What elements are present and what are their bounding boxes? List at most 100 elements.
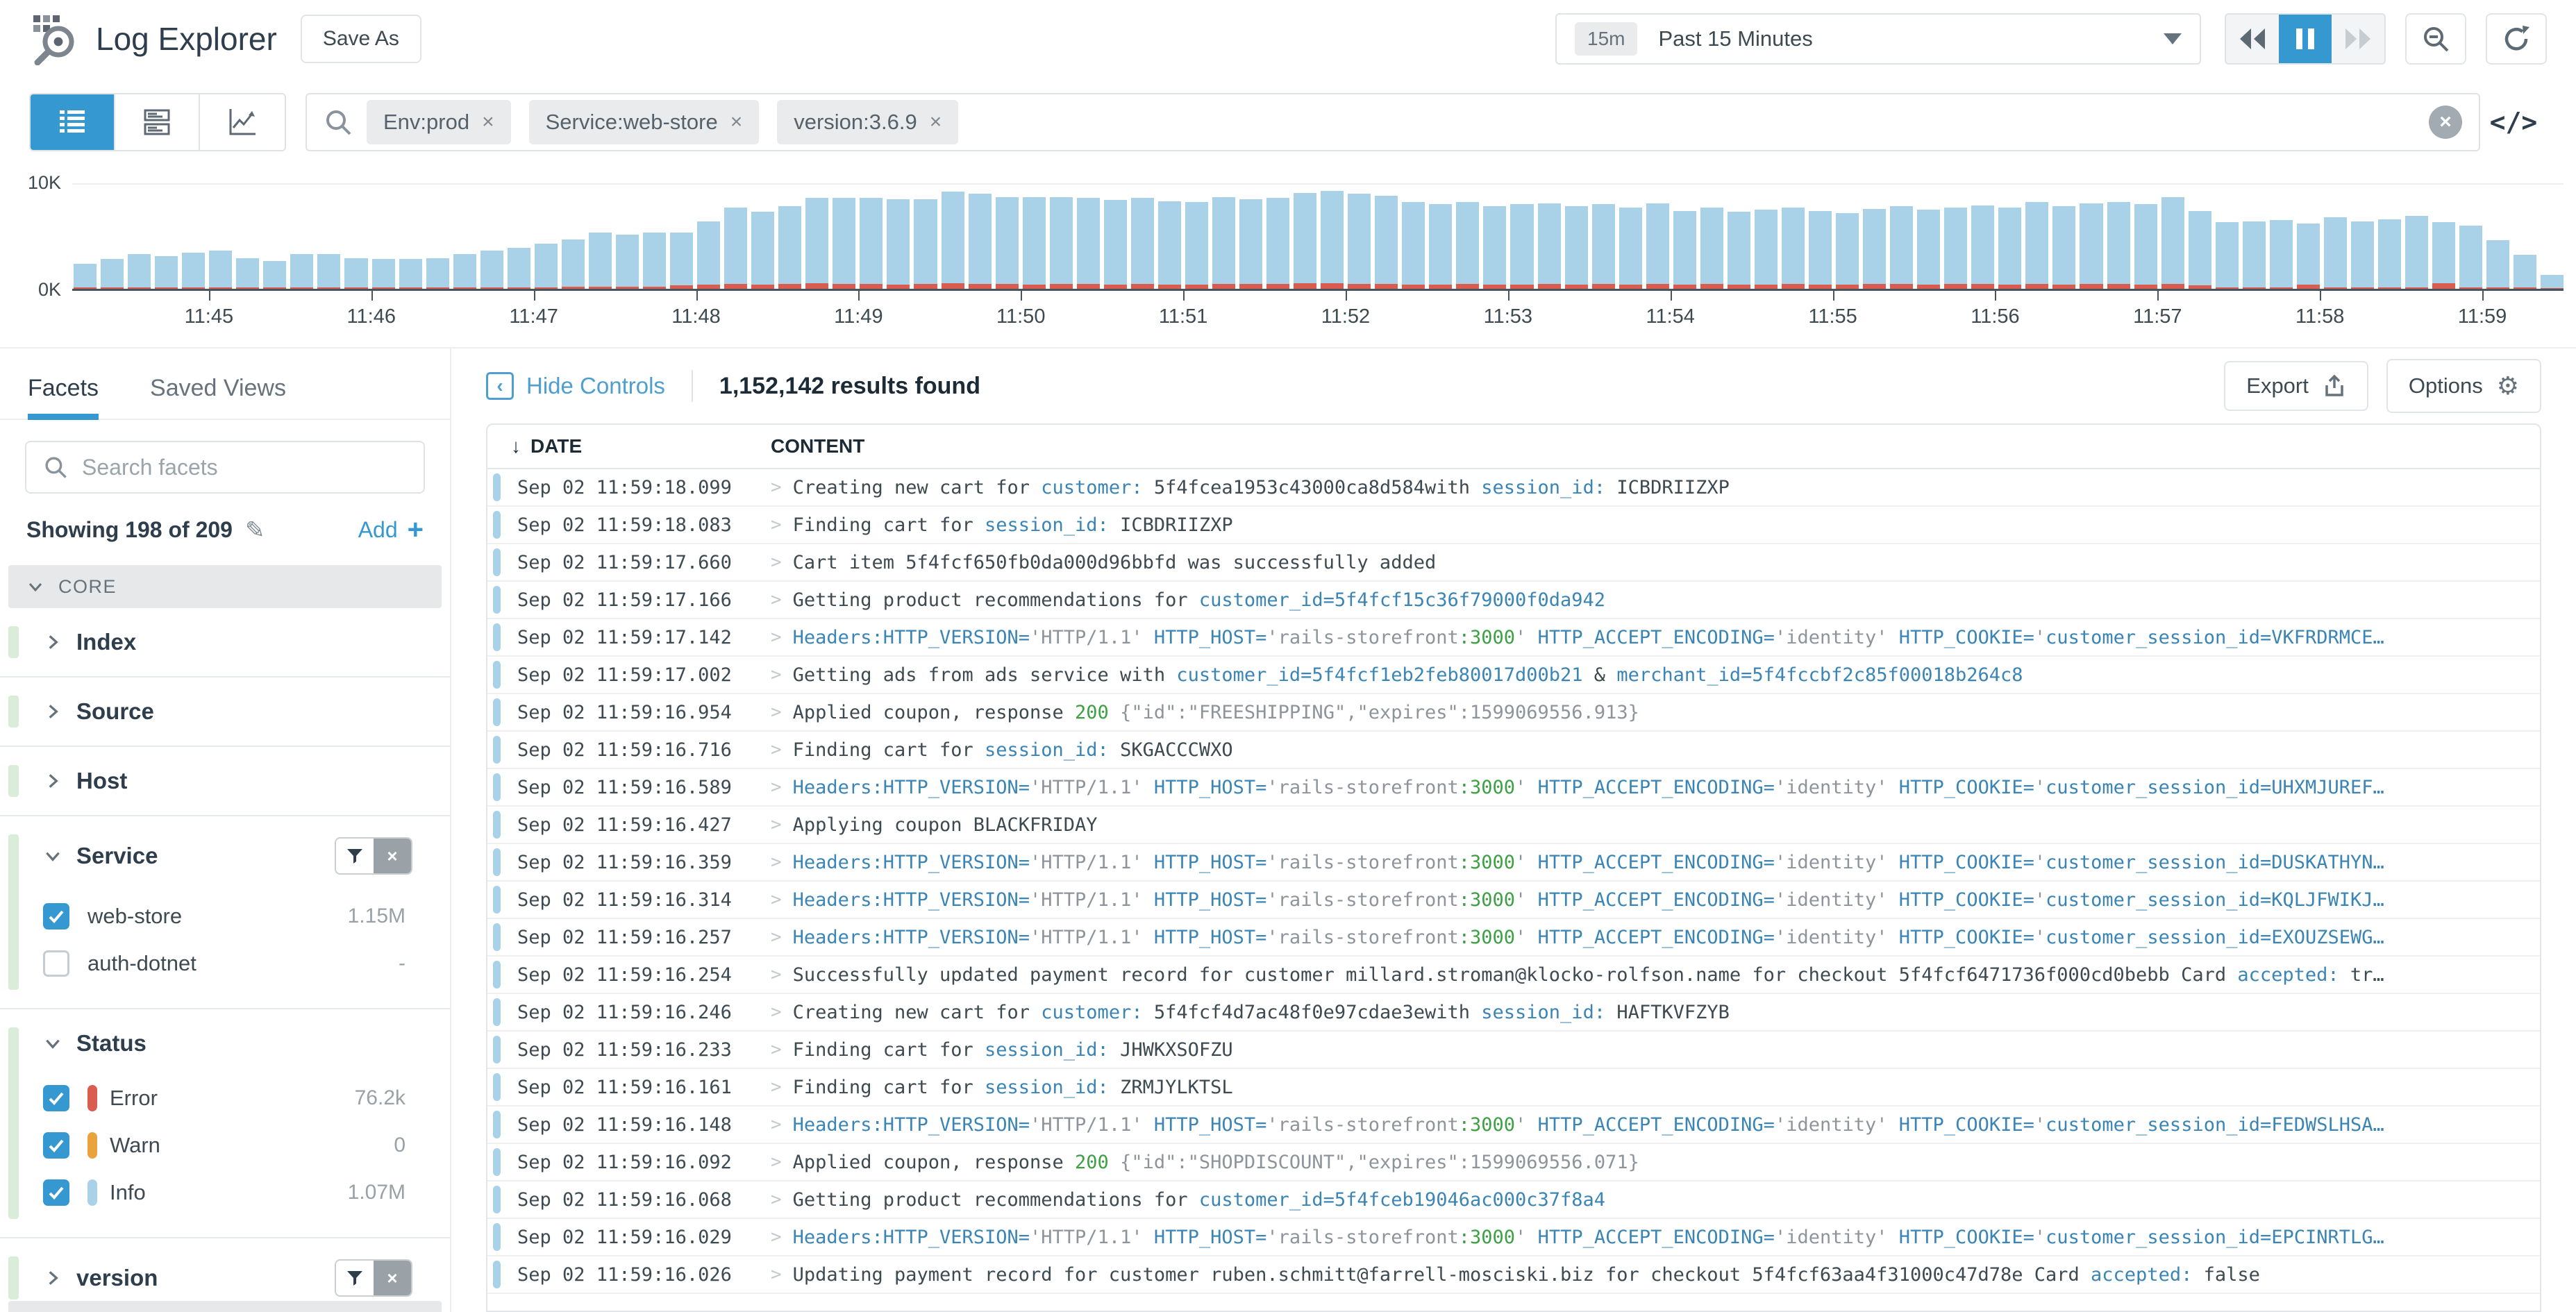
table-row[interactable]: Sep 02 11:59:16.246 > Creating new cart fo… [487,994,2540,1032]
histogram-bar[interactable] [1429,183,1453,289]
facet-header-index[interactable]: Index [43,629,429,655]
expand-row-icon[interactable]: > [771,514,782,535]
histogram-bar[interactable] [1456,183,1480,289]
histogram-bar[interactable] [2459,183,2483,289]
histogram-bar[interactable] [1483,183,1507,289]
table-row[interactable]: Sep 02 11:59:16.254 > Successfully updated… [487,957,2540,994]
histogram-bar[interactable] [1998,183,2022,289]
facet-item-Info[interactable]: Info 1.07M [43,1169,429,1216]
rewind-button[interactable] [2226,15,2279,63]
table-row[interactable]: Sep 02 11:59:16.161 > Finding cart for ses… [487,1069,2540,1107]
filter-pill-service[interactable]: Service:web-store × [528,100,760,144]
histogram-bar[interactable] [2541,183,2564,289]
histogram-bar[interactable] [1076,183,1100,289]
histogram-bar[interactable] [1294,183,1317,289]
histogram-bar[interactable] [1564,183,1588,289]
histogram-bar[interactable] [1727,183,1750,289]
table-row[interactable]: Sep 02 11:59:17.142 > Headers:HTTP_VERSION… [487,619,2540,657]
expand-row-icon[interactable]: > [771,702,782,723]
table-row[interactable]: Sep 02 11:59:16.026 > Updating payment rec… [487,1256,2540,1294]
expand-row-icon[interactable]: > [771,1189,782,1210]
histogram-bar[interactable] [941,183,964,289]
chart-view-toggle[interactable] [200,94,285,150]
remove-filter-icon[interactable]: × [482,110,494,133]
table-row[interactable]: Sep 02 11:59:16.427 > Applying coupon BLAC… [487,807,2540,844]
grouped-view-toggle[interactable] [115,94,200,150]
facet-item-web-store[interactable]: web-store 1.15M [43,893,429,940]
histogram-bar[interactable] [1510,183,1534,289]
histogram-bar[interactable] [1863,183,1887,289]
histogram-bar[interactable] [1049,183,1073,289]
facet-header-service[interactable]: Service × [43,837,429,875]
edit-facets-icon[interactable]: ✎ [244,516,265,544]
filter-icon[interactable] [336,1261,374,1295]
expand-row-icon[interactable]: > [771,1152,782,1172]
checkbox[interactable] [43,1132,69,1159]
histogram-bar[interactable] [751,183,775,289]
table-row[interactable]: Sep 02 11:59:16.716 > Finding cart for ses… [487,732,2540,769]
expand-row-icon[interactable]: > [771,627,782,648]
fast-forward-button[interactable] [2332,15,2384,63]
facet-header-status[interactable]: Status [43,1030,429,1057]
histogram-bar[interactable] [860,183,883,289]
histogram-bar[interactable] [2296,183,2320,289]
expand-row-icon[interactable]: > [771,552,782,573]
histogram-bar[interactable] [1402,183,1425,289]
histogram-bar[interactable] [1890,183,1914,289]
histogram-bar[interactable] [670,183,694,289]
histogram-bar[interactable] [2405,183,2429,289]
histogram-bar[interactable] [1673,183,1696,289]
checkbox[interactable] [43,1085,69,1111]
histogram-bar[interactable] [399,183,422,289]
expand-row-icon[interactable]: > [771,814,782,835]
histogram-bar[interactable] [1944,183,1968,289]
histogram-bar[interactable] [534,183,558,289]
content-column-header[interactable]: CONTENT [771,435,865,457]
options-button[interactable]: Options ⚙ [2386,359,2541,413]
facet-item-Warn[interactable]: Warn 0 [43,1122,429,1169]
histogram-bar[interactable] [778,183,802,289]
zoom-out-button[interactable] [2405,13,2466,65]
date-column-header[interactable]: ↓ DATE [487,435,771,457]
histogram-bar[interactable] [290,183,314,289]
tab-facets[interactable]: Facets [28,375,99,420]
histogram-bar[interactable] [128,183,151,289]
table-row[interactable]: Sep 02 11:59:16.029 > Headers:HTTP_VERSION… [487,1219,2540,1256]
save-as-button[interactable]: Save As [300,15,421,63]
histogram-bar[interactable] [263,183,287,289]
facet-item-auth-dotnet[interactable]: auth-dotnet - [43,940,429,987]
histogram-bar[interactable] [426,183,449,289]
expand-row-icon[interactable]: > [771,777,782,798]
table-row[interactable]: Sep 02 11:59:16.954 > Applied coupon, resp… [487,694,2540,732]
histogram-bar[interactable] [371,183,395,289]
histogram-bar[interactable] [1646,183,1669,289]
histogram-bar[interactable] [453,183,476,289]
refresh-button[interactable] [2486,13,2547,65]
histogram-bar[interactable] [615,183,639,289]
filter-pill-version[interactable]: version:3.6.9 × [777,100,959,144]
histogram-bar[interactable] [1321,183,1344,289]
histogram-bar[interactable] [2134,183,2157,289]
histogram-bar[interactable] [2052,183,2076,289]
histogram-bar[interactable] [1971,183,1995,289]
filter-pill-env[interactable]: Env:prod × [367,100,511,144]
expand-row-icon[interactable]: > [771,964,782,985]
histogram-bar[interactable] [2080,183,2103,289]
table-row[interactable]: Sep 02 11:59:17.002 > Getting ads from ads… [487,657,2540,694]
table-row[interactable]: Sep 02 11:59:17.660 > Cart item 5f4fcf650f… [487,544,2540,582]
histogram-bar[interactable] [2486,183,2510,289]
histogram-bar[interactable] [2107,183,2130,289]
expand-row-icon[interactable]: > [771,1002,782,1023]
histogram-bar[interactable] [1239,183,1263,289]
expand-row-icon[interactable]: > [771,1077,782,1097]
histogram-bar[interactable] [182,183,206,289]
histogram-bar[interactable] [344,183,368,289]
histogram-bar[interactable] [2161,183,2184,289]
histogram-bar[interactable] [1754,183,1778,289]
histogram-bar[interactable] [2025,183,2049,289]
histogram-bar[interactable] [2514,183,2537,289]
table-row[interactable]: Sep 02 11:59:18.083 > Finding cart for ses… [487,507,2540,544]
list-view-toggle[interactable] [31,94,115,150]
histogram-bar[interactable] [2188,183,2211,289]
histogram-bar[interactable] [1212,183,1236,289]
